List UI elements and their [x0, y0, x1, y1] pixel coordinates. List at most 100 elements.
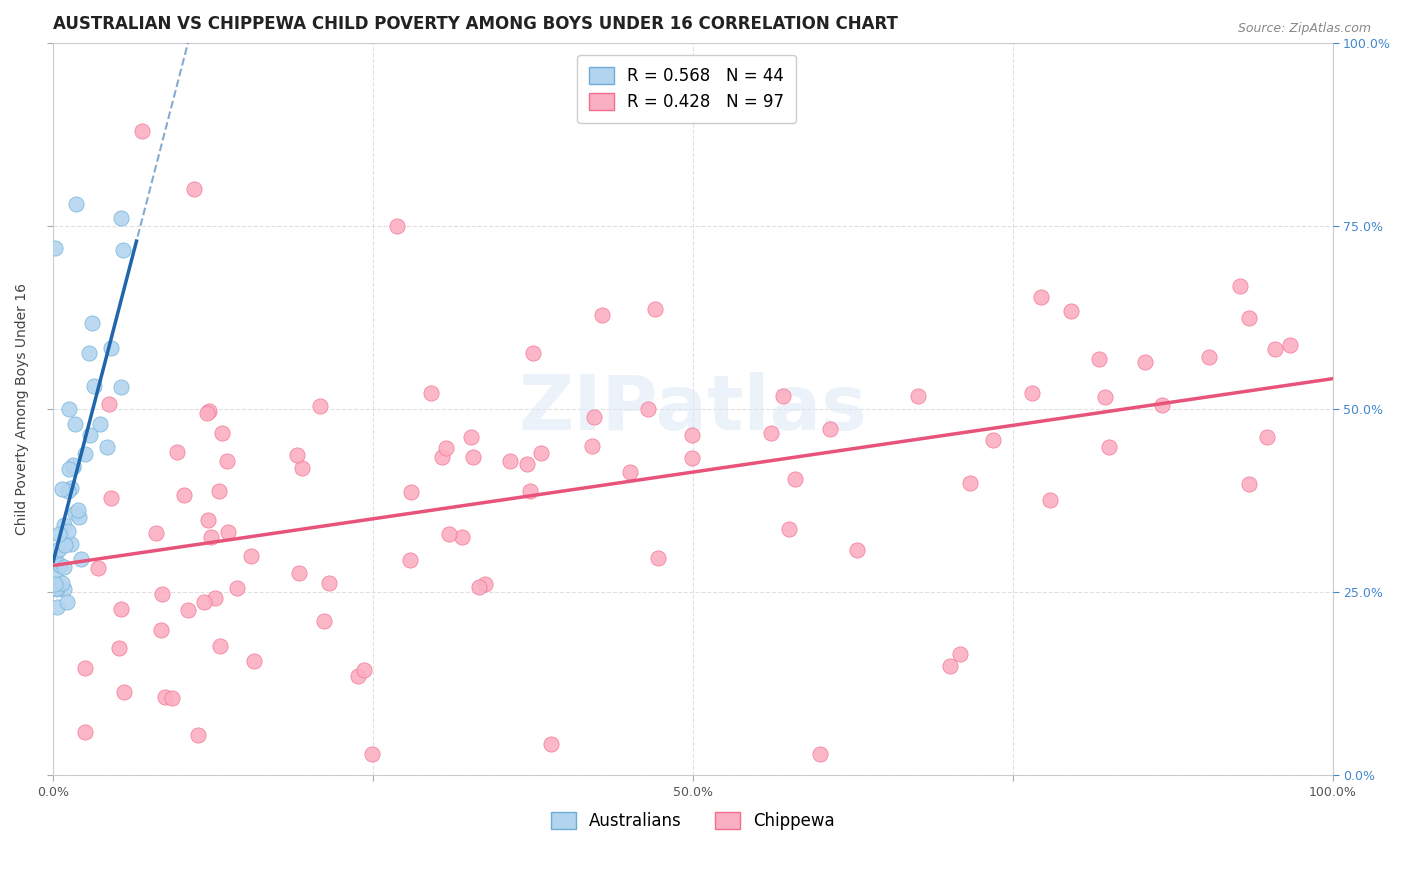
Point [591, 308, 613, 322]
Point [153, 690, 176, 704]
Point [87, 561, 110, 575]
Point [48, 526, 70, 541]
Point [65, 197, 87, 211]
Point [385, 219, 408, 233]
Point [59, 537, 82, 551]
Point [581, 439, 603, 453]
Point [1152, 398, 1174, 412]
Point [474, 577, 496, 591]
Point [1039, 492, 1062, 507]
Point [45, 600, 67, 615]
Point [778, 522, 800, 536]
Point [51, 576, 73, 591]
Point [150, 587, 173, 601]
Point [540, 737, 562, 751]
Point [53, 538, 76, 552]
Point [1098, 440, 1121, 454]
Point [110, 601, 132, 615]
Point [44, 549, 66, 564]
Point [44, 567, 66, 582]
Point [519, 483, 541, 498]
Point [217, 524, 239, 539]
Point [49, 558, 72, 572]
Point [195, 406, 218, 420]
Point [1229, 279, 1251, 293]
Point [783, 472, 806, 486]
Point [80, 316, 103, 330]
Point [644, 302, 666, 317]
Point [399, 552, 422, 566]
Point [430, 450, 453, 464]
Point [162, 690, 184, 705]
Point [637, 402, 659, 417]
Point [96, 440, 118, 454]
Point [173, 487, 195, 501]
Point [1088, 351, 1111, 366]
Point [240, 549, 263, 563]
Point [217, 454, 239, 468]
Point [530, 445, 553, 459]
Point [772, 389, 794, 403]
Point [79, 428, 101, 442]
Text: ZIPatlas: ZIPatlas [519, 372, 868, 446]
Point [419, 385, 441, 400]
Point [89, 417, 111, 431]
Point [309, 399, 332, 413]
Point [1256, 430, 1278, 444]
Point [62, 458, 84, 472]
Point [949, 647, 972, 661]
Point [63, 417, 86, 431]
Point [67, 503, 90, 517]
Point [1094, 390, 1116, 404]
Point [183, 182, 205, 196]
Point [149, 623, 172, 637]
Point [288, 566, 311, 580]
Point [51, 482, 73, 496]
Point [225, 581, 247, 595]
Point [110, 379, 132, 393]
Point [60, 481, 83, 495]
Point [73, 725, 96, 739]
Point [112, 685, 135, 699]
Point [451, 530, 474, 544]
Point [131, 124, 153, 138]
Point [67, 510, 90, 524]
Point [318, 576, 340, 591]
Point [56, 524, 79, 538]
Text: Source: ZipAtlas.com: Source: ZipAtlas.com [1237, 22, 1371, 36]
Point [1133, 355, 1156, 369]
Point [197, 513, 219, 527]
Point [939, 658, 962, 673]
Point [619, 465, 641, 479]
Point [100, 341, 122, 355]
Point [1237, 477, 1260, 491]
Point [73, 661, 96, 675]
Point [461, 450, 484, 464]
Point [959, 475, 981, 490]
Point [44, 241, 66, 255]
Point [1060, 304, 1083, 318]
Point [107, 640, 129, 655]
Point [759, 425, 782, 440]
Point [1031, 290, 1053, 304]
Point [1021, 386, 1043, 401]
Point [211, 426, 233, 441]
Point [582, 409, 605, 424]
Point [436, 442, 458, 456]
Point [166, 445, 188, 459]
Point [52, 582, 75, 597]
Point [399, 485, 422, 500]
Point [1279, 338, 1302, 352]
Point [209, 639, 232, 653]
Point [48, 542, 70, 557]
Point [242, 654, 264, 668]
Point [845, 543, 868, 558]
Point [97, 397, 120, 411]
Point [1198, 350, 1220, 364]
Point [285, 449, 308, 463]
Point [1237, 311, 1260, 326]
Point [70, 552, 93, 566]
Point [360, 747, 382, 761]
Point [83, 379, 105, 393]
Point [62, 460, 84, 475]
